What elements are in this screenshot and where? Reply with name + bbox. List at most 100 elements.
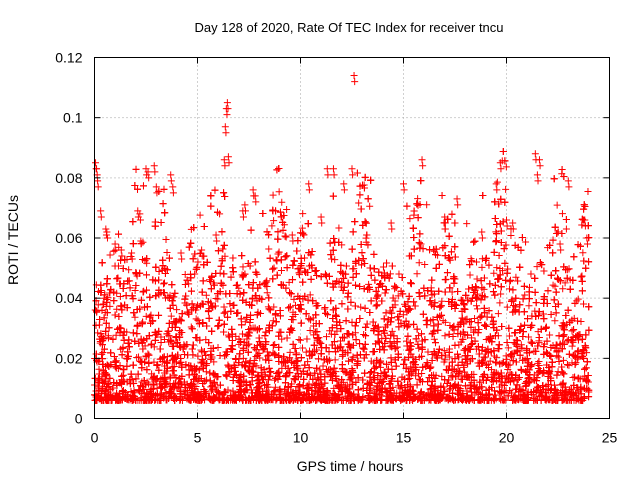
data-point: [335, 224, 343, 232]
data-point: [495, 395, 503, 403]
data-point: [254, 384, 262, 392]
data-point: [560, 356, 568, 364]
data-point: [407, 363, 415, 371]
data-point: [579, 249, 587, 257]
data-point: [512, 273, 520, 281]
data-point: [441, 332, 449, 340]
data-point: [445, 386, 453, 394]
data-point: [123, 354, 131, 362]
data-point: [194, 352, 202, 360]
data-point: [430, 335, 438, 343]
data-point: [270, 303, 278, 311]
data-point: [185, 280, 193, 288]
data-points: [91, 72, 593, 404]
data-point: [478, 263, 486, 271]
data-point: [224, 331, 232, 339]
data-point: [113, 289, 121, 297]
data-point: [505, 285, 513, 293]
data-point: [283, 206, 291, 214]
data-point: [473, 302, 481, 310]
data-point: [448, 288, 456, 296]
data-point: [265, 245, 273, 253]
data-point: [497, 290, 505, 298]
data-point: [160, 280, 168, 288]
data-point: [559, 285, 567, 293]
data-point: [388, 327, 396, 335]
data-point: [192, 315, 200, 323]
data-point: [357, 303, 365, 311]
data-point: [546, 331, 554, 339]
data-point: [131, 287, 139, 295]
data-point: [173, 306, 181, 314]
data-point: [581, 372, 589, 380]
data-point: [264, 352, 272, 360]
data-point: [517, 341, 525, 349]
data-point: [561, 279, 569, 287]
data-point: [412, 372, 420, 380]
data-point: [486, 357, 494, 365]
data-point: [168, 363, 176, 371]
data-point: [99, 349, 107, 357]
data-point: [507, 231, 515, 239]
chart-title: Day 128 of 2020, Rate Of TEC Index for r…: [194, 20, 503, 35]
data-point: [299, 344, 306, 352]
data-point: [413, 270, 421, 278]
data-point: [554, 368, 562, 376]
data-point: [421, 260, 429, 268]
data-point: [496, 299, 504, 307]
data-point: [202, 291, 210, 299]
data-point: [278, 335, 286, 343]
data-point: [125, 266, 133, 274]
data-point: [202, 368, 210, 376]
data-point: [116, 292, 124, 300]
data-point: [271, 376, 279, 384]
data-point: [150, 358, 158, 366]
data-point: [167, 312, 175, 320]
data-point: [271, 341, 279, 349]
data-point: [399, 311, 407, 319]
data-point: [278, 364, 286, 372]
data-point: [415, 344, 423, 352]
data-point: [112, 331, 120, 339]
data-point: [374, 283, 382, 291]
data-point: [492, 228, 500, 236]
data-point: [277, 266, 285, 274]
data-point: [506, 369, 514, 377]
data-point: [574, 295, 582, 303]
data-point: [157, 384, 165, 392]
data-point: [270, 217, 278, 225]
data-point: [375, 328, 383, 336]
data-point: [414, 201, 422, 209]
data-point: [386, 270, 394, 278]
data-point: [406, 215, 414, 223]
data-point: [133, 354, 141, 362]
data-point: [490, 269, 498, 277]
data-point: [362, 234, 370, 242]
data-point: [506, 278, 514, 286]
data-point: [395, 270, 403, 278]
data-point: [291, 301, 299, 309]
data-point: [442, 351, 450, 359]
data-point: [221, 252, 229, 260]
data-point: [471, 314, 479, 322]
data-point: [131, 313, 139, 321]
data-point: [463, 220, 471, 228]
data-point: [106, 251, 114, 259]
data-point: [502, 185, 510, 193]
data-point: [496, 265, 504, 273]
data-point: [306, 327, 314, 335]
data-point: [525, 302, 533, 310]
data-point: [502, 163, 510, 171]
data-point: [106, 302, 114, 310]
data-point: [302, 348, 310, 356]
data-point: [278, 198, 286, 206]
data-point: [551, 317, 559, 325]
data-point: [555, 347, 563, 355]
data-point: [479, 343, 487, 351]
data-point: [504, 344, 512, 352]
data-point: [282, 233, 290, 241]
data-point: [350, 265, 358, 273]
data-point: [493, 264, 501, 272]
data-point: [565, 361, 573, 369]
